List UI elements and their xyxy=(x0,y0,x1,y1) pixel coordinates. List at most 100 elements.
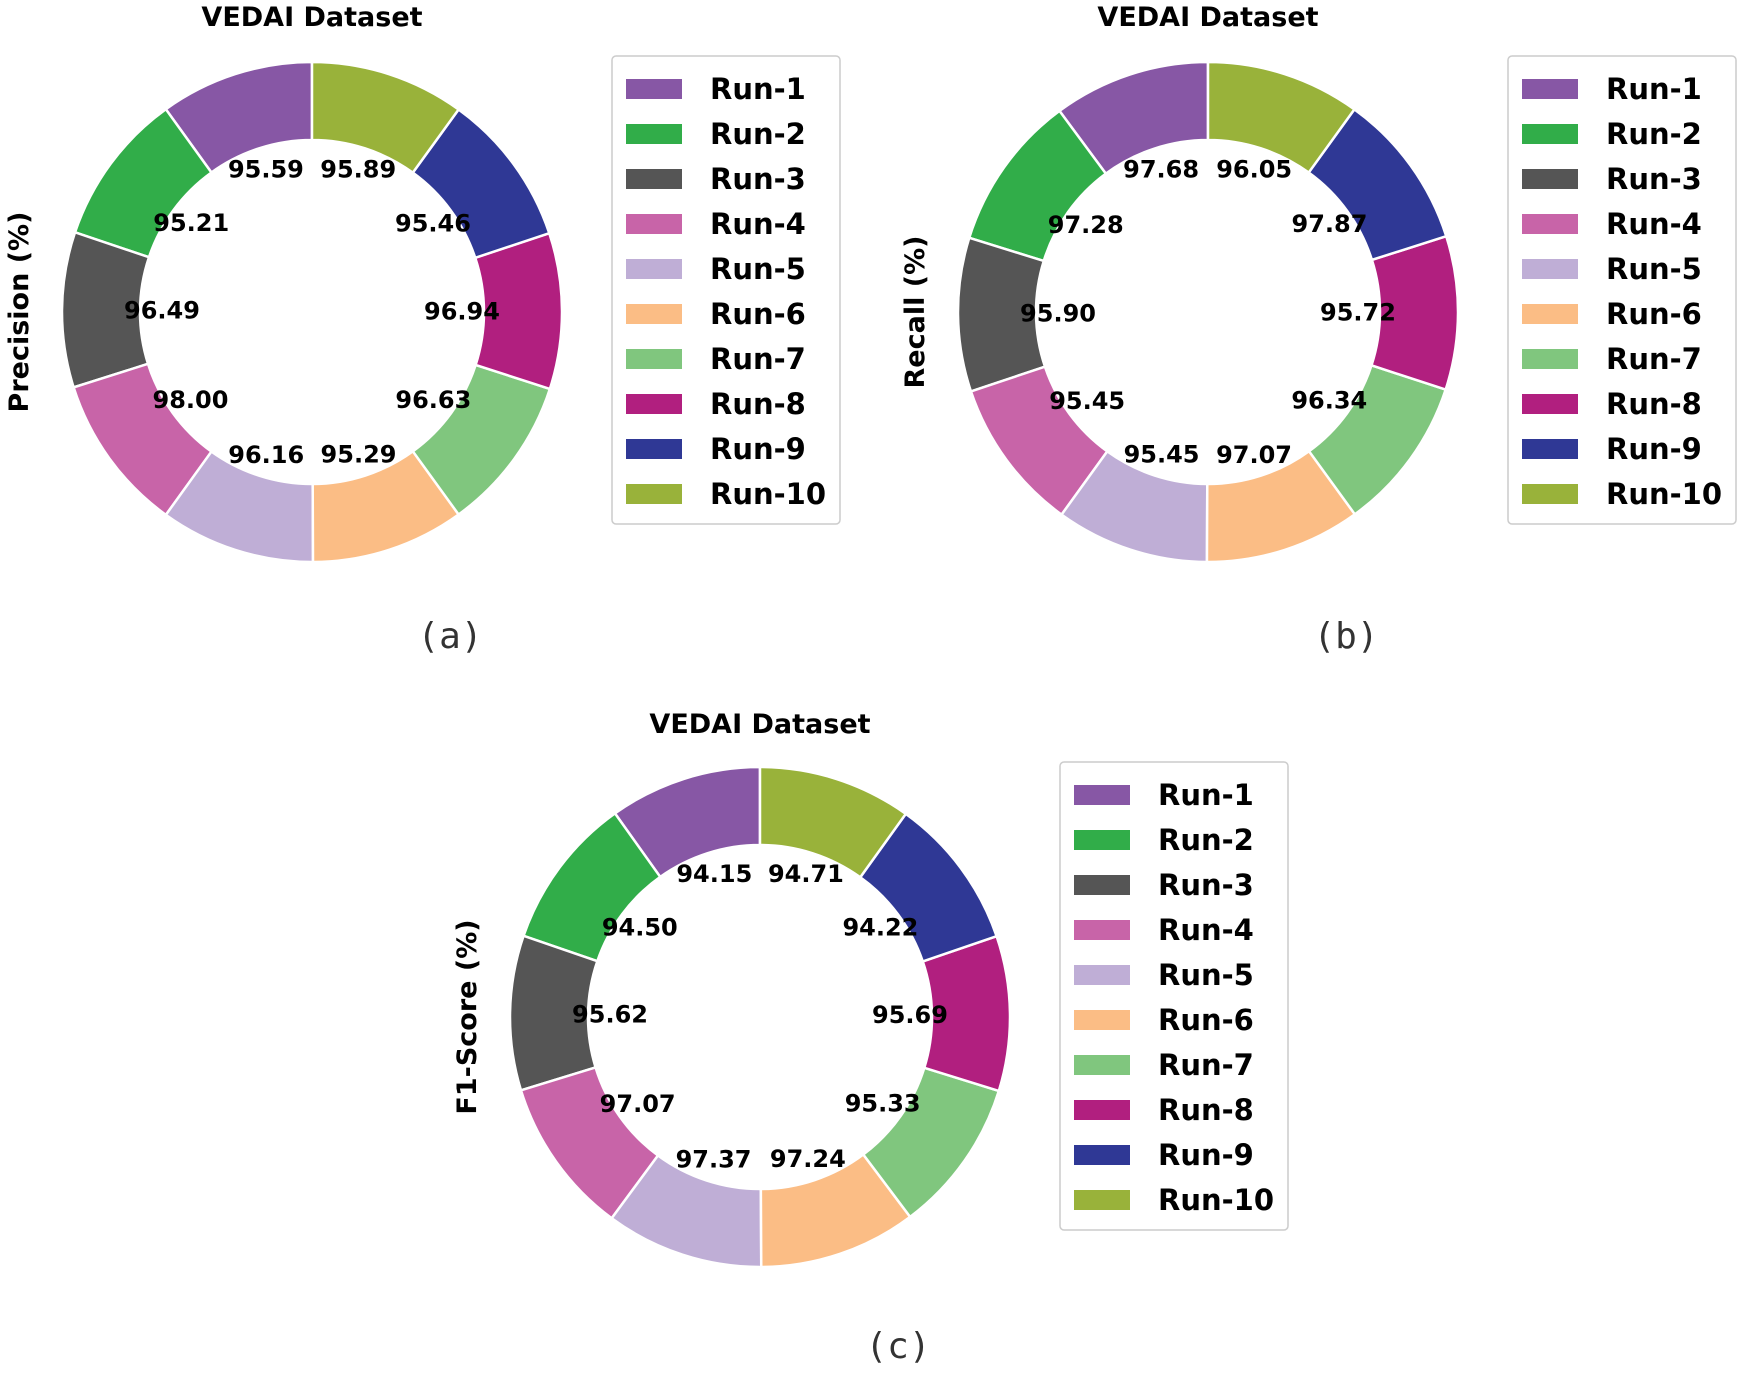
chart-title: VEDAI Dataset xyxy=(649,709,870,740)
legend-entry: Run-2 xyxy=(710,117,806,151)
legend-swatch xyxy=(1522,214,1578,234)
legend-swatch xyxy=(1074,920,1130,940)
slice-value-label: 96.16 xyxy=(228,441,304,469)
slice-value-label: 95.59 xyxy=(228,155,304,183)
legend-swatch xyxy=(1074,830,1130,850)
slice-value-label: 94.50 xyxy=(602,913,678,941)
legend-entry: Run-5 xyxy=(1606,252,1702,286)
subfigure-caption: (b) xyxy=(1313,616,1378,657)
legend-swatch xyxy=(626,259,682,279)
legend-entry: Run-7 xyxy=(1606,342,1702,376)
legend-entry: Run-5 xyxy=(1158,958,1254,992)
legend-swatch xyxy=(1074,785,1130,805)
legend-entry: Run-10 xyxy=(710,477,826,511)
legend-entry: Run-8 xyxy=(1158,1093,1254,1127)
legend-entry: Run-5 xyxy=(710,252,806,286)
slice-value-label: 96.94 xyxy=(424,297,500,325)
slice-value-label: 97.07 xyxy=(600,1090,676,1118)
slice-value-label: 97.37 xyxy=(676,1146,752,1174)
legend-entry: Run-2 xyxy=(1606,117,1702,151)
slice-value-label: 94.22 xyxy=(842,914,918,942)
legend-entry: Run-1 xyxy=(710,72,806,106)
subfigure-caption: (a) xyxy=(417,616,482,657)
legend-entry: Run-4 xyxy=(1606,207,1702,241)
legend-swatch xyxy=(626,79,682,99)
chart-title: VEDAI Dataset xyxy=(201,2,422,33)
legend-swatch xyxy=(1074,1190,1130,1210)
slice-value-label: 96.49 xyxy=(124,297,200,325)
legend-entry: Run-10 xyxy=(1606,477,1722,511)
legend-entry: Run-6 xyxy=(1606,297,1702,331)
legend-swatch xyxy=(1074,1145,1130,1165)
legend: Run-1 Run-2 Run-3 Run-4 Run-5 Run-6 Run-7 Run-8… xyxy=(1059,761,1289,1231)
legend-swatch xyxy=(1522,394,1578,414)
legend-swatch xyxy=(1074,965,1130,985)
legend-swatch xyxy=(1522,79,1578,99)
legend-swatch xyxy=(1522,169,1578,189)
legend-swatch xyxy=(626,484,682,504)
legend-entry: Run-8 xyxy=(1606,387,1702,421)
y-axis-label: F1-Score (%) xyxy=(452,919,483,1114)
legend-entry: Run-3 xyxy=(1606,162,1702,196)
legend-entry: Run-6 xyxy=(1158,1003,1254,1037)
legend-swatch xyxy=(626,394,682,414)
subfigure-caption: (c) xyxy=(865,1326,930,1367)
legend: Run-1 Run-2 Run-3 Run-4 Run-5 Run-6 Run-7 Run-8… xyxy=(1507,55,1737,525)
slice-value-label: 96.34 xyxy=(1291,386,1367,414)
legend-swatch xyxy=(626,439,682,459)
legend-swatch xyxy=(626,169,682,189)
legend-entry: Run-9 xyxy=(1158,1138,1254,1172)
legend-entry: Run-4 xyxy=(1158,913,1254,947)
slice-value-label: 97.28 xyxy=(1048,211,1124,239)
slice-value-label: 95.29 xyxy=(321,441,397,469)
legend-swatch xyxy=(1074,1055,1130,1075)
legend-entry: Run-9 xyxy=(1606,432,1702,466)
slice-value-label: 95.46 xyxy=(395,209,471,237)
slice-value-label: 94.71 xyxy=(768,860,844,888)
donut-chart-3: VEDAI Dataset F1-Score (%) 94.15 94.50 95.62… xyxy=(452,709,1289,1367)
legend-swatch xyxy=(1522,304,1578,324)
legend-entry: Run-4 xyxy=(710,207,806,241)
legend-entry: Run-1 xyxy=(1606,72,1702,106)
legend-entry: Run-1 xyxy=(1158,778,1254,812)
legend-entry: Run-7 xyxy=(710,342,806,376)
legend-swatch xyxy=(626,304,682,324)
donut-chart-1: VEDAI Dataset Precision (%) 95.59 95.21 96.4… xyxy=(4,2,841,657)
legend-swatch xyxy=(1074,1100,1130,1120)
legend-entry: Run-3 xyxy=(1158,868,1254,902)
slice-value-label: 95.90 xyxy=(1020,300,1096,328)
slice-value-label: 95.21 xyxy=(153,209,229,237)
slice-value-label: 94.15 xyxy=(676,860,752,888)
legend-swatch xyxy=(626,124,682,144)
slice-value-label: 97.68 xyxy=(1123,156,1199,184)
slice-run-10 xyxy=(310,60,461,175)
slice-value-label: 96.63 xyxy=(395,386,471,414)
slice-value-label: 95.33 xyxy=(845,1089,921,1117)
legend-swatch xyxy=(1074,875,1130,895)
slice-value-label: 97.24 xyxy=(770,1145,846,1173)
legend-swatch xyxy=(626,214,682,234)
legend-entry: Run-9 xyxy=(710,432,806,466)
legend-entry: Run-10 xyxy=(1158,1183,1274,1217)
slice-value-label: 95.45 xyxy=(1049,387,1125,415)
slice-value-label: 97.07 xyxy=(1216,441,1292,469)
legend-swatch xyxy=(626,349,682,369)
slice-value-label: 95.72 xyxy=(1320,299,1396,327)
slice-value-label: 95.69 xyxy=(872,1001,948,1029)
legend-entry: Run-3 xyxy=(710,162,806,196)
donut-chart-2: VEDAI Dataset Recall (%) 97.68 97.28 95.90 95… xyxy=(900,2,1737,657)
legend-swatch xyxy=(1522,439,1578,459)
legend-entry: Run-2 xyxy=(1158,823,1254,857)
legend: Run-1 Run-2 Run-3 Run-4 Run-5 Run-6 Run-7 Run-8… xyxy=(611,55,841,525)
slice-run-10 xyxy=(758,765,908,880)
legend-swatch xyxy=(1522,259,1578,279)
slice-value-label: 95.89 xyxy=(320,155,396,183)
slice-value-label: 96.05 xyxy=(1216,155,1292,183)
slice-value-label: 98.00 xyxy=(153,386,229,414)
legend-swatch xyxy=(1522,349,1578,369)
legend-entry: Run-6 xyxy=(710,297,806,331)
legend-entry: Run-7 xyxy=(1158,1048,1254,1082)
slice-value-label: 97.87 xyxy=(1292,210,1368,238)
legend-swatch xyxy=(1522,484,1578,504)
